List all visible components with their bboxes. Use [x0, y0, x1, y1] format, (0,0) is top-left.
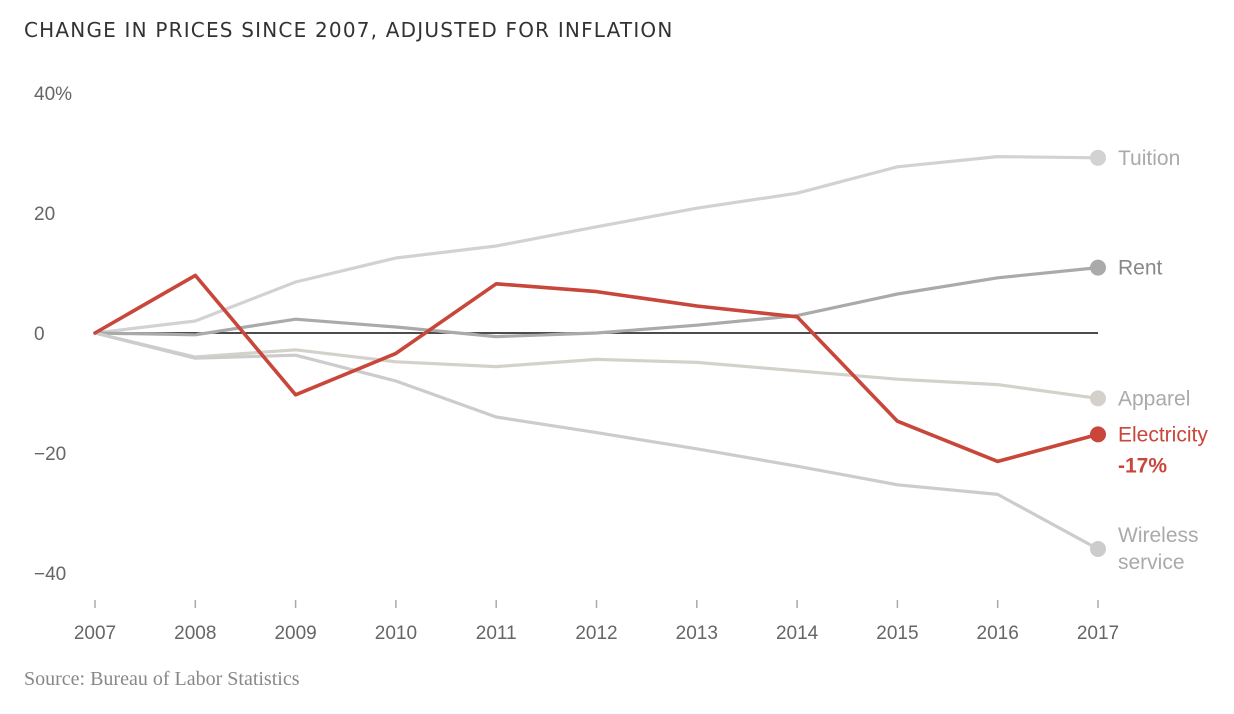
- series-label-rent: Rent: [1118, 257, 1163, 280]
- x-tick-label: 2011: [476, 623, 517, 644]
- series-line-electricity: [93, 273, 1100, 464]
- end-marker-wireless-service: [1090, 541, 1106, 557]
- x-tick-label: 2007: [74, 623, 116, 644]
- x-tick-label: 2015: [876, 623, 918, 644]
- end-marker-apparel: [1090, 390, 1106, 407]
- series-label-wireless-service: service: [1118, 551, 1185, 574]
- series-callout-electricity: -17%: [1118, 454, 1167, 477]
- y-tick-label: −40: [34, 564, 66, 585]
- x-axis: 2007 2008 2009 2010 2011 2012 2013 2014 2015 2016…: [74, 600, 1119, 644]
- y-tick-label: 20: [34, 204, 55, 225]
- end-marker-rent: [1090, 259, 1106, 276]
- end-marker-electricity: [1090, 426, 1106, 443]
- x-tick-label: 2013: [676, 623, 718, 644]
- series-lines: [93, 155, 1100, 551]
- series-label-wireless-service: Wireless: [1118, 524, 1199, 547]
- y-tick-label: 40%: [34, 84, 72, 105]
- x-tick-label: 2010: [375, 623, 417, 644]
- x-tick-label: 2009: [274, 623, 316, 644]
- series-label-apparel: Apparel: [1118, 387, 1190, 410]
- series-line-apparel: [93, 331, 1100, 400]
- x-tick-label: 2012: [575, 623, 617, 644]
- series-label-electricity: Electricity: [1118, 423, 1208, 446]
- series-label-tuition: Tuition: [1118, 147, 1180, 170]
- y-axis: 40% 20 0 −20 −40: [34, 84, 72, 585]
- x-tick-label: 2016: [977, 623, 1019, 644]
- x-tick-label: 2017: [1077, 623, 1119, 644]
- y-tick-label: −20: [34, 444, 66, 465]
- source-note: Source: Bureau of Labor Statistics: [24, 668, 300, 690]
- series-line-rent: [93, 266, 1100, 339]
- chart-title: CHANGE IN PRICES SINCE 2007, ADJUSTED FO…: [24, 18, 674, 42]
- series-line-tuition: [93, 155, 1100, 335]
- x-tick-label: 2008: [174, 623, 216, 644]
- end-marker-tuition: [1090, 149, 1106, 166]
- x-tick-label: 2014: [776, 623, 819, 644]
- series-labels: Tuition Rent Apparel Wireless service Electri…: [1118, 147, 1208, 574]
- end-markers: [1090, 149, 1106, 557]
- y-tick-label: 0: [34, 324, 45, 345]
